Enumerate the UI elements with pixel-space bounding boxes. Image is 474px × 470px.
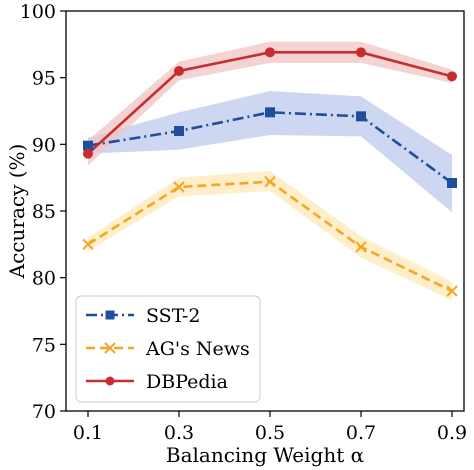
legend-ag-s-news-label: AG's News [145,338,250,360]
dbpedia-point [265,47,275,58]
sst-2-point [265,107,275,118]
ag-s-news-point [173,181,185,193]
ag-s-news-point [446,285,458,297]
legend-sst-2-marker [105,310,115,320]
series-markers [82,47,458,297]
legend-dbpedia-label: DBPedia [146,371,228,393]
dbpedia-point [356,47,366,58]
y-axis-ticks: 70 75 80 85 90 95 100 [20,1,66,423]
x-axis-ticks: 0.1 0.3 0.5 0.7 0.9 [73,411,467,444]
sst-2-point [356,111,366,122]
legend-dbpedia-marker [105,376,115,386]
confidence-bands [88,41,452,301]
sst-2-point [174,126,184,136]
dbpedia-point [174,66,184,76]
x-axis-label: Balancing Weight α [166,443,364,467]
ag-s-news-point [82,238,94,251]
y-tick-label: 90 [32,134,56,156]
legend-box [75,295,261,403]
y-tick-label: 75 [32,334,56,356]
ag-s-news-point [264,175,276,188]
dbpedia-point [447,71,457,82]
sst-2-point [447,178,457,188]
ag-s-news-point [355,241,367,253]
y-tick-label: 85 [32,201,56,223]
dbpedia-point [83,148,93,159]
y-tick-label: 80 [32,268,56,290]
legend-sst-2-label: SST-2 [146,305,200,327]
y-tick-label: 100 [20,1,56,23]
y-tick-label: 95 [32,68,56,90]
y-axis-label: Accuracy (%) [5,144,29,280]
legend: SST-2 AG's News DBPedia [75,295,261,403]
x-tick-label: 0.5 [255,422,285,444]
x-tick-label: 0.1 [73,422,103,444]
x-tick-label: 0.7 [346,422,376,444]
x-tick-label: 0.3 [164,422,194,444]
x-tick-label: 0.9 [437,422,467,444]
y-tick-label: 70 [32,401,56,423]
ag-s-news-band [88,171,452,301]
legend-ag-s-news-marker [104,342,116,354]
